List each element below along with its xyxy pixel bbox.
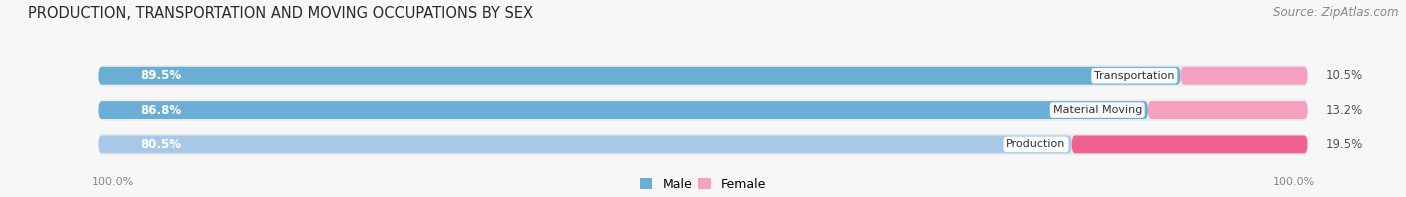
FancyBboxPatch shape <box>1147 101 1308 119</box>
Text: PRODUCTION, TRANSPORTATION AND MOVING OCCUPATIONS BY SEX: PRODUCTION, TRANSPORTATION AND MOVING OC… <box>28 6 533 21</box>
FancyBboxPatch shape <box>98 134 1308 155</box>
Text: 86.8%: 86.8% <box>141 104 181 117</box>
Legend: Male, Female: Male, Female <box>640 178 766 191</box>
Text: Material Moving: Material Moving <box>1053 105 1142 115</box>
FancyBboxPatch shape <box>98 65 1308 86</box>
Text: Production: Production <box>1007 139 1066 149</box>
FancyBboxPatch shape <box>98 67 1181 85</box>
Text: 80.5%: 80.5% <box>141 138 181 151</box>
Text: 89.5%: 89.5% <box>141 69 181 82</box>
Text: 100.0%: 100.0% <box>91 177 134 187</box>
Text: 10.5%: 10.5% <box>1326 69 1362 82</box>
FancyBboxPatch shape <box>98 99 1308 121</box>
Text: Transportation: Transportation <box>1094 71 1174 81</box>
Text: 19.5%: 19.5% <box>1326 138 1362 151</box>
Text: Source: ZipAtlas.com: Source: ZipAtlas.com <box>1274 6 1399 19</box>
FancyBboxPatch shape <box>1071 136 1308 153</box>
Text: 13.2%: 13.2% <box>1326 104 1362 117</box>
FancyBboxPatch shape <box>1181 67 1308 85</box>
FancyBboxPatch shape <box>98 136 1071 153</box>
FancyBboxPatch shape <box>98 101 1147 119</box>
Text: 100.0%: 100.0% <box>1272 177 1315 187</box>
